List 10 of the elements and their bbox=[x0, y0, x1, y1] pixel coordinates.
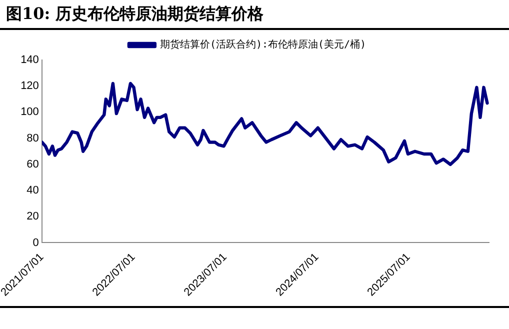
y-tick-label: 0 bbox=[32, 236, 39, 249]
y-tick-label: 120 bbox=[20, 80, 39, 92]
y-tick-label: 60 bbox=[26, 158, 39, 170]
y-tick-label: 40 bbox=[26, 184, 39, 197]
y-tick-label: 80 bbox=[26, 132, 39, 144]
chart-title: 图10: 历史布伦特原油期货结算价格 bbox=[0, 0, 509, 30]
y-tick-label: 140 bbox=[20, 54, 39, 66]
legend-label: 期货结算价(活跃合约):布伦特原油(美元/桶) bbox=[160, 38, 366, 51]
y-tick-label: 100 bbox=[20, 106, 39, 118]
y-tick-label: 20 bbox=[26, 210, 39, 223]
